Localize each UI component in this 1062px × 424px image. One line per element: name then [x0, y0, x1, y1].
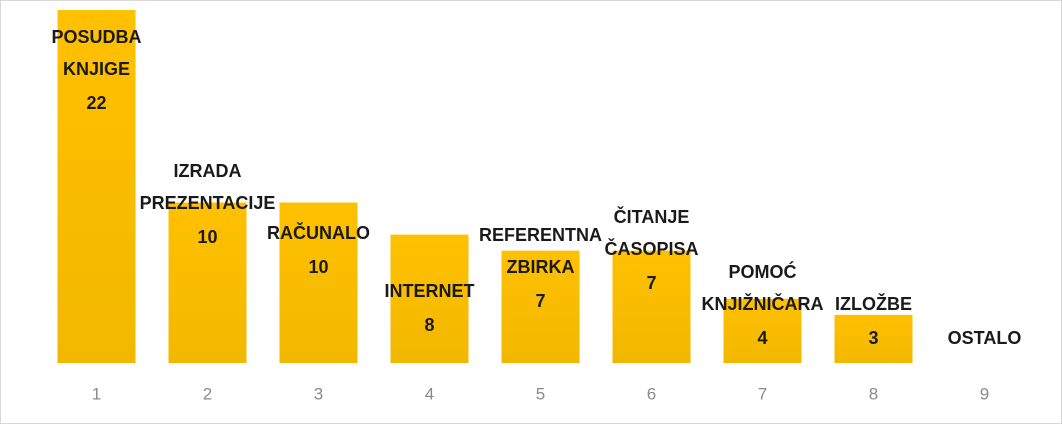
- data-label-name: REFERENTNA: [479, 225, 602, 245]
- data-label-name: POSUDBA: [51, 27, 141, 47]
- data-label-name: POMOĆ: [728, 261, 796, 282]
- data-label-value: 3: [868, 328, 878, 348]
- x-tick-label: 4: [425, 384, 434, 403]
- data-label-name: ČASOPISA: [604, 238, 698, 259]
- data-label-value: 10: [308, 257, 328, 277]
- data-label-name: OSTALO: [948, 328, 1022, 348]
- data-label-name: ČITANJE: [614, 206, 690, 227]
- x-tick-label: 1: [92, 384, 101, 403]
- bar: [57, 10, 136, 363]
- bar: [501, 250, 580, 363]
- bar: [834, 314, 913, 363]
- bar: [723, 298, 802, 363]
- bar: [279, 202, 358, 363]
- data-label-name: PREZENTACIJE: [140, 193, 276, 213]
- data-label-name: ZBIRKA: [507, 257, 575, 277]
- x-tick-label: 6: [647, 384, 656, 403]
- x-tick-label: 3: [314, 384, 323, 403]
- data-label-name: KNJIŽNIČARA: [701, 293, 823, 314]
- x-tick-label: 9: [980, 384, 989, 403]
- data-label-name: RAČUNALO: [267, 222, 370, 243]
- data-label-value: 7: [535, 291, 545, 311]
- x-tick-label: 8: [869, 384, 878, 403]
- bar: [168, 202, 247, 363]
- data-label-name: IZLOŽBE: [835, 293, 912, 314]
- bar: [612, 250, 691, 363]
- data-label-value: 4: [757, 328, 767, 348]
- data-label-value: 22: [86, 93, 106, 113]
- x-tick-label: 5: [536, 384, 545, 403]
- x-tick-label: 2: [203, 384, 212, 403]
- data-label-name: INTERNET: [385, 281, 475, 301]
- data-label-value: 8: [424, 315, 434, 335]
- bar: [390, 234, 469, 363]
- data-label-name: KNJIGE: [63, 59, 130, 79]
- data-label-value: 7: [646, 273, 656, 293]
- data-label-name: IZRADA: [174, 161, 242, 181]
- data-label-value: 10: [197, 227, 217, 247]
- x-tick-label: 7: [758, 384, 767, 403]
